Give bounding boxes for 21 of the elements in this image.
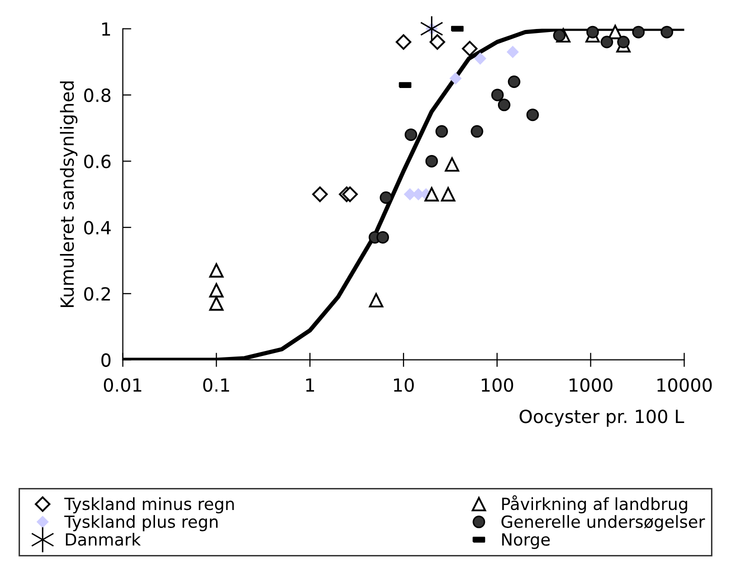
y-tick-label: 0.6: [84, 154, 111, 168]
y-tick-label: 0: [101, 353, 110, 367]
x-tick-label: 0.1: [203, 378, 230, 392]
legend-label: Tyskland plus regn: [64, 515, 218, 532]
x-tick-label: 100: [482, 378, 514, 392]
y-axis-title: Kumuleret sandsynlighed: [60, 81, 78, 307]
legend-label: Danmark: [66, 532, 141, 546]
y-tick-label: 0.2: [84, 287, 110, 301]
x-tick-label: 1: [306, 378, 314, 392]
y-tick-label: 1: [102, 22, 110, 36]
legend-label: Tyskland minus regn: [64, 497, 234, 514]
y-tick-label: 0.8: [84, 88, 110, 102]
y-tick-label: 0.4: [84, 220, 111, 235]
x-tick-label: 0.01: [104, 378, 142, 392]
x-tick-label: 10000: [657, 378, 712, 392]
legend-label: Norge: [502, 533, 550, 549]
legend-label: Generelle undersøgelser: [501, 515, 706, 532]
x-tick-label: 1000: [570, 378, 612, 392]
x-tick-label: 10: [394, 378, 414, 392]
x-axis-title: Oocyster pr. 100 L: [520, 410, 684, 427]
legend-label: Påvirkning af landbrug: [502, 495, 688, 514]
